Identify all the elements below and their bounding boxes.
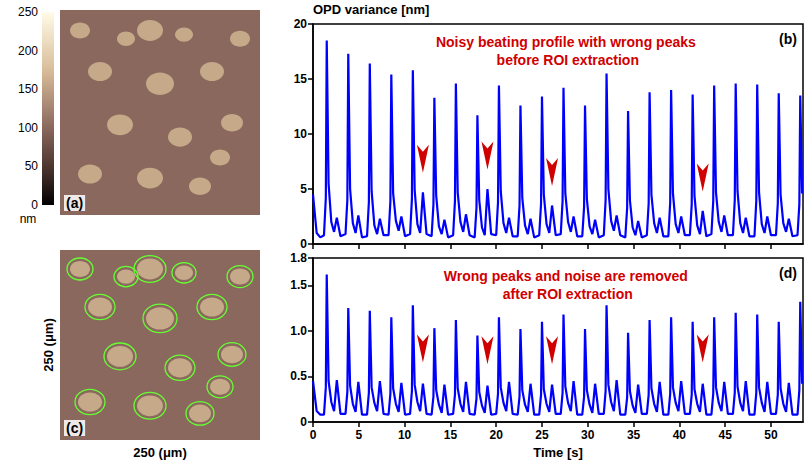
svg-text:20: 20 <box>489 428 503 442</box>
svg-text:25: 25 <box>535 428 549 442</box>
svg-text:200: 200 <box>18 44 38 58</box>
svg-text:OPD variance [nm]: OPD variance [nm] <box>313 2 429 17</box>
svg-text:40: 40 <box>673 428 687 442</box>
svg-text:1.8: 1.8 <box>290 251 307 265</box>
svg-text:250 (μm): 250 (μm) <box>133 445 186 460</box>
svg-text:250 (μm): 250 (μm) <box>41 318 56 371</box>
svg-text:before ROI extraction: before ROI extraction <box>497 52 639 68</box>
svg-text:250: 250 <box>18 5 38 19</box>
svg-text:10: 10 <box>294 127 308 141</box>
svg-text:1.0: 1.0 <box>290 324 307 338</box>
svg-text:nm: nm <box>20 212 37 226</box>
svg-text:0: 0 <box>31 198 38 212</box>
svg-text:45: 45 <box>718 428 732 442</box>
svg-text:35: 35 <box>627 428 641 442</box>
svg-text:Wrong peaks and noise are remo: Wrong peaks and noise are removed <box>444 268 692 284</box>
svg-text:100: 100 <box>18 121 38 135</box>
svg-text:15: 15 <box>444 428 458 442</box>
svg-text:0.5: 0.5 <box>290 369 307 383</box>
svg-text:1.5: 1.5 <box>290 278 307 292</box>
svg-text:(b): (b) <box>779 31 797 47</box>
svg-text:0: 0 <box>310 428 317 442</box>
svg-text:(c): (c) <box>66 420 83 436</box>
svg-text:Time [s]: Time [s] <box>533 445 583 460</box>
svg-text:30: 30 <box>581 428 595 442</box>
svg-text:0: 0 <box>300 415 307 429</box>
svg-text:(a): (a) <box>66 195 83 211</box>
svg-text:20: 20 <box>294 17 308 31</box>
svg-text:(d): (d) <box>779 265 797 281</box>
svg-text:50: 50 <box>25 159 39 173</box>
svg-text:10: 10 <box>398 428 412 442</box>
svg-text:150: 150 <box>18 82 38 96</box>
svg-text:15: 15 <box>294 72 308 86</box>
svg-text:50: 50 <box>764 428 778 442</box>
svg-text:5: 5 <box>300 182 307 196</box>
svg-text:after ROI extraction: after ROI extraction <box>503 286 633 302</box>
svg-text:Noisy beating profile with wro: Noisy beating profile with wrong peaks <box>436 34 700 50</box>
svg-text:5: 5 <box>355 428 362 442</box>
svg-text:0: 0 <box>300 237 307 251</box>
